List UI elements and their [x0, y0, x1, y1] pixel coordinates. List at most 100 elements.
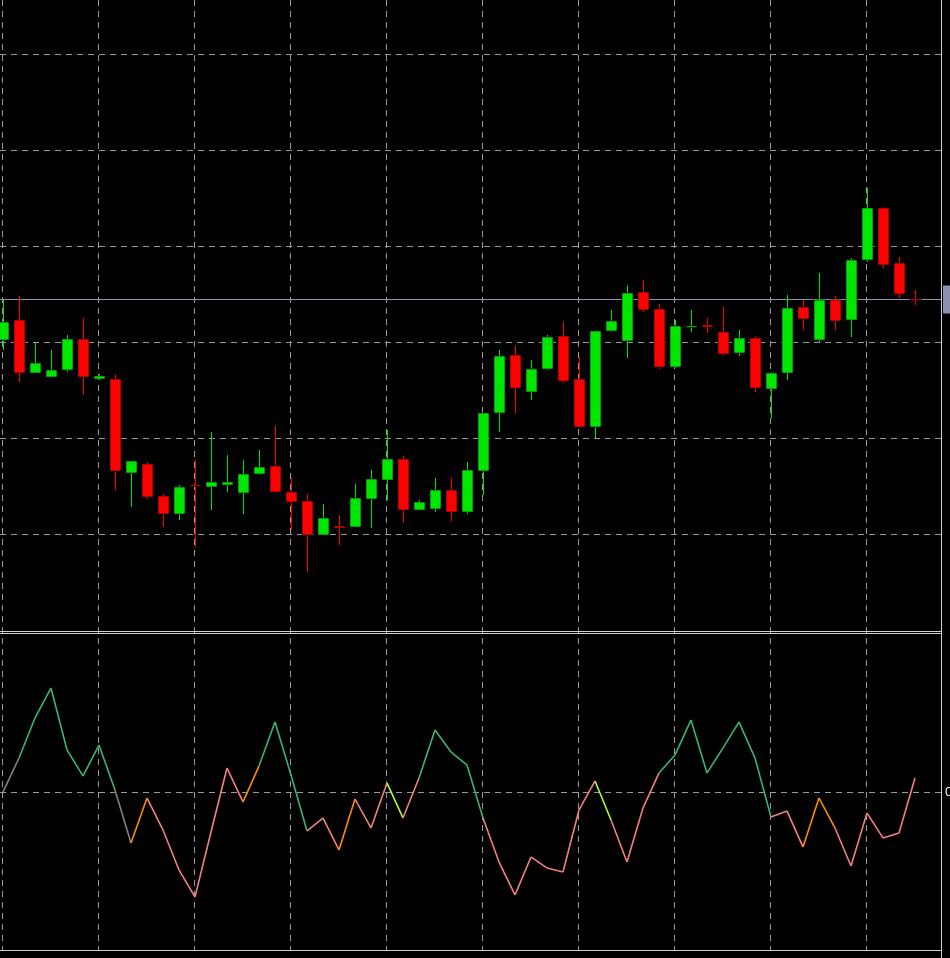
candle-body: [269, 465, 282, 493]
candle-body: [845, 259, 858, 321]
candle-body: [317, 517, 330, 536]
oscillator-segment: [290, 774, 308, 832]
candle-body: [93, 375, 106, 380]
oscillator-segment: [242, 765, 260, 803]
oscillator-segment: [882, 832, 900, 839]
oscillator-segment: [626, 807, 644, 863]
candle-body: [13, 319, 26, 374]
oscillator-segment: [194, 831, 212, 898]
oscillator-segment: [130, 797, 148, 844]
oscillator-segment: [546, 867, 564, 873]
candle-body: [477, 412, 490, 472]
oscillator-segment: [386, 782, 404, 819]
y-tick-label: 0: [945, 784, 950, 799]
oscillator-segment: [338, 798, 356, 851]
oscillator-segment: [274, 721, 292, 776]
candle-body: [525, 368, 538, 393]
candle-body: [573, 378, 586, 428]
oscillator-segment: [850, 812, 868, 867]
candle-body: [0, 321, 10, 341]
candle-body: [909, 298, 922, 301]
candle-body: [621, 292, 634, 342]
oscillator-segment: [562, 809, 580, 873]
oscillator-segment: [162, 829, 180, 871]
oscillator-segment: [98, 744, 116, 791]
oscillator-segment: [834, 827, 852, 867]
oscillator-segment: [306, 817, 324, 832]
current-price-marker: [943, 285, 950, 314]
candle-body: [237, 473, 250, 494]
oscillator-segment: [530, 856, 548, 869]
candle-body: [797, 306, 810, 320]
oscillator-segment: [146, 797, 164, 831]
oscillator-segment: [658, 754, 676, 774]
candle-body: [461, 469, 474, 513]
candle-body: [61, 338, 74, 371]
candle-body: [221, 481, 234, 486]
candle-body: [349, 497, 362, 528]
oscillator-segment: [610, 819, 628, 863]
oscillator-segment: [466, 764, 484, 819]
oscillator-segment: [738, 721, 756, 759]
oscillator-segment: [786, 810, 804, 848]
oscillator-segment: [370, 782, 388, 829]
candle-body: [493, 355, 506, 414]
candle-body: [77, 338, 90, 378]
candle-body: [605, 320, 618, 332]
oscillator-segment: [82, 744, 100, 777]
oscillator-segment: [514, 856, 532, 896]
candle-body: [685, 325, 698, 328]
oscillator-segment: [866, 812, 884, 839]
oscillator-segment: [226, 767, 244, 803]
oscillator-segment: [802, 797, 820, 848]
oscillator-segment: [402, 777, 420, 819]
candle-body: [893, 262, 906, 295]
candle-body: [637, 291, 650, 311]
oscillator-segment: [354, 798, 372, 829]
candle-body: [333, 525, 346, 529]
candle-body: [509, 354, 522, 389]
candle-body: [141, 463, 154, 498]
candle-body: [125, 460, 138, 474]
candle-body: [381, 458, 394, 481]
candle-body: [653, 308, 666, 368]
candle-body: [877, 207, 890, 266]
oscillator-segment: [482, 817, 500, 863]
candle-body: [429, 489, 442, 510]
candle-body: [813, 299, 826, 341]
oscillator-segment: [114, 789, 132, 844]
candle-body: [413, 501, 426, 511]
candle-body: [173, 486, 186, 515]
candle-body: [829, 299, 842, 322]
oscillator-segment: [450, 751, 468, 766]
candle-body: [205, 481, 218, 488]
candle-body: [397, 458, 410, 511]
oscillator-segment: [642, 772, 660, 809]
oscillator-segment: [898, 777, 916, 834]
candle-body: [589, 330, 602, 428]
candle-body: [717, 331, 730, 355]
oscillator-segment: [34, 687, 52, 719]
candle-body: [861, 207, 874, 261]
marks: [0, 188, 950, 898]
candle-body: [157, 495, 170, 515]
candle-body: [285, 491, 298, 503]
oscillator-segment: [594, 780, 612, 821]
candle-body: [29, 362, 42, 374]
oscillator-segment: [258, 721, 276, 767]
oscillator-segment: [722, 721, 740, 749]
candle-body: [365, 478, 378, 500]
oscillator-segment: [498, 861, 516, 896]
oscillator-segment: [178, 869, 196, 898]
candle-body: [765, 372, 778, 390]
oscillator-segment: [66, 749, 84, 777]
oscillator-segment: [674, 719, 692, 756]
oscillator-segment: [2, 757, 20, 793]
candle-body: [109, 378, 122, 472]
candle-body: [541, 336, 554, 370]
candle-body: [781, 307, 794, 374]
oscillator-segment: [754, 757, 772, 818]
candle-body: [189, 484, 202, 487]
oscillator-segment: [322, 817, 340, 851]
